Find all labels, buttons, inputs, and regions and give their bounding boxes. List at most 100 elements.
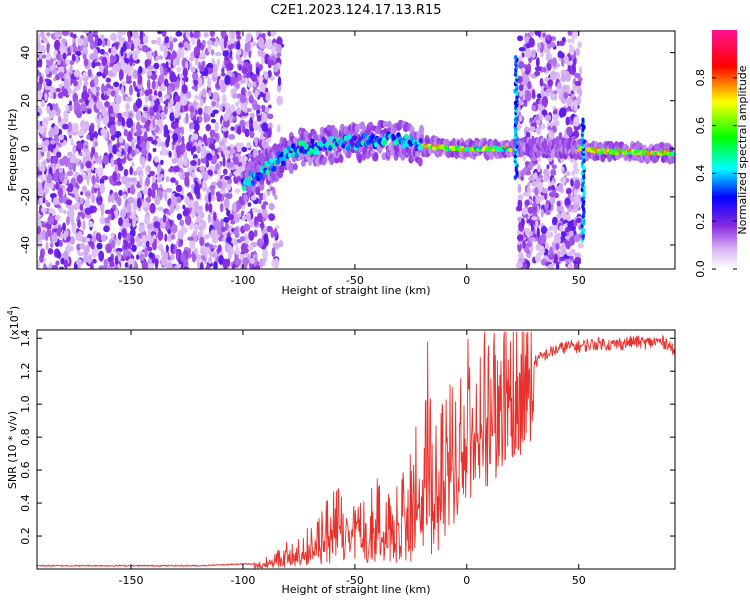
noise-cell bbox=[518, 61, 525, 70]
noise-cell bbox=[193, 100, 197, 109]
noise-cell bbox=[540, 208, 544, 218]
noise-cell bbox=[127, 258, 135, 267]
noise-cell bbox=[268, 127, 272, 138]
noise-cell bbox=[160, 111, 166, 121]
noise-cell bbox=[83, 144, 89, 150]
noise-cell bbox=[244, 104, 248, 114]
snr-panel: -150 -100 -50 0 50 0.2 0.4 0.6 0.8 1.0 1.2 1.4 Hei… bbox=[6, 306, 676, 596]
figure-title: C2E1.2023.124.17.13.R15 bbox=[270, 3, 441, 18]
noise-cell bbox=[132, 171, 138, 176]
noise-cell bbox=[242, 257, 250, 266]
noise-cell bbox=[218, 37, 225, 47]
noise-cell bbox=[180, 126, 185, 136]
noise-cell bbox=[531, 49, 536, 59]
noise-cell bbox=[156, 206, 164, 211]
noise-cell bbox=[121, 118, 126, 127]
noise-cell bbox=[205, 152, 213, 161]
noise-cell bbox=[177, 230, 184, 240]
signal-halo bbox=[338, 154, 344, 164]
noise-cell bbox=[76, 174, 83, 184]
noise-cell bbox=[540, 51, 544, 58]
noise-cell bbox=[152, 118, 156, 129]
noise-cell bbox=[77, 263, 81, 269]
noise-cell bbox=[117, 196, 122, 207]
noise-cell bbox=[130, 126, 134, 135]
noise-cell bbox=[189, 105, 195, 114]
noise-cell bbox=[577, 242, 585, 249]
noise-cell bbox=[524, 98, 528, 107]
noise-cell bbox=[129, 166, 134, 176]
noise-cell bbox=[556, 213, 561, 219]
noise-cell bbox=[273, 257, 279, 269]
noise-cell bbox=[100, 206, 104, 217]
noise-cell bbox=[571, 35, 575, 45]
noise-cell bbox=[211, 101, 217, 107]
noise-cell bbox=[87, 68, 92, 78]
noise-cell bbox=[139, 31, 144, 40]
noise-cell bbox=[215, 163, 220, 170]
spectrogram-frame bbox=[36, 30, 676, 270]
noise-cell bbox=[99, 182, 105, 194]
noise-cell bbox=[137, 74, 143, 85]
noise-cell bbox=[39, 194, 43, 206]
noise-cell bbox=[63, 110, 69, 120]
noise-cell bbox=[526, 170, 532, 176]
noise-cell bbox=[225, 182, 232, 191]
noise-cell bbox=[114, 85, 119, 97]
noise-cell bbox=[219, 202, 224, 213]
noise-cell bbox=[566, 107, 570, 112]
noise-cell bbox=[153, 95, 157, 101]
colorbar: 0.0 0.2 0.4 0.6 0.8 Normalized spectral ampl… bbox=[694, 30, 749, 278]
noise-cell bbox=[220, 79, 226, 90]
noise-cell bbox=[210, 135, 214, 145]
noise-cell bbox=[37, 170, 43, 176]
spike-cell bbox=[513, 54, 518, 60]
noise-cell bbox=[154, 156, 160, 163]
noise-cell bbox=[276, 124, 281, 133]
noise-cell bbox=[159, 65, 164, 76]
noise-cell bbox=[272, 42, 278, 48]
noise-cell bbox=[113, 103, 120, 113]
noise-cell bbox=[78, 76, 83, 87]
noise-cell bbox=[73, 80, 78, 87]
noise-cell bbox=[200, 51, 205, 59]
noise-cell bbox=[539, 77, 544, 87]
noise-cell bbox=[228, 31, 232, 39]
noise-cell bbox=[239, 95, 247, 104]
noise-cell bbox=[182, 204, 186, 210]
noise-cell bbox=[49, 242, 54, 248]
signal-core bbox=[304, 143, 309, 150]
noise-cell bbox=[114, 264, 118, 269]
noise-cell bbox=[102, 73, 106, 79]
signal-halo bbox=[292, 136, 298, 144]
noise-cell bbox=[143, 112, 147, 118]
noise-cell bbox=[217, 225, 223, 236]
noise-cell bbox=[177, 240, 181, 248]
noise-cell bbox=[247, 202, 252, 207]
signal-halo bbox=[382, 120, 388, 128]
noise-cell bbox=[126, 222, 132, 228]
noise-cell bbox=[48, 264, 52, 269]
noise-cell bbox=[143, 131, 148, 141]
noise-cell bbox=[40, 99, 46, 108]
noise-cell bbox=[132, 216, 139, 222]
noise-cell bbox=[547, 79, 554, 87]
noise-cell bbox=[273, 194, 278, 200]
noise-cell bbox=[144, 94, 149, 104]
noise-cell bbox=[531, 89, 536, 100]
noise-cell bbox=[77, 129, 85, 137]
noise-cell bbox=[121, 111, 129, 117]
noise-cell bbox=[104, 217, 110, 224]
noise-cell bbox=[260, 131, 264, 140]
noise-cell bbox=[192, 145, 197, 152]
noise-cell bbox=[224, 220, 229, 232]
y-tick-label: 0.6 bbox=[19, 461, 32, 479]
noise-cell bbox=[171, 37, 178, 43]
noise-cell bbox=[114, 130, 122, 139]
noise-cell bbox=[102, 155, 109, 165]
noise-cell bbox=[227, 213, 235, 221]
noise-cell bbox=[197, 158, 201, 166]
noise-cell bbox=[276, 95, 284, 106]
noise-cell bbox=[143, 106, 148, 112]
noise-cell bbox=[62, 123, 69, 130]
